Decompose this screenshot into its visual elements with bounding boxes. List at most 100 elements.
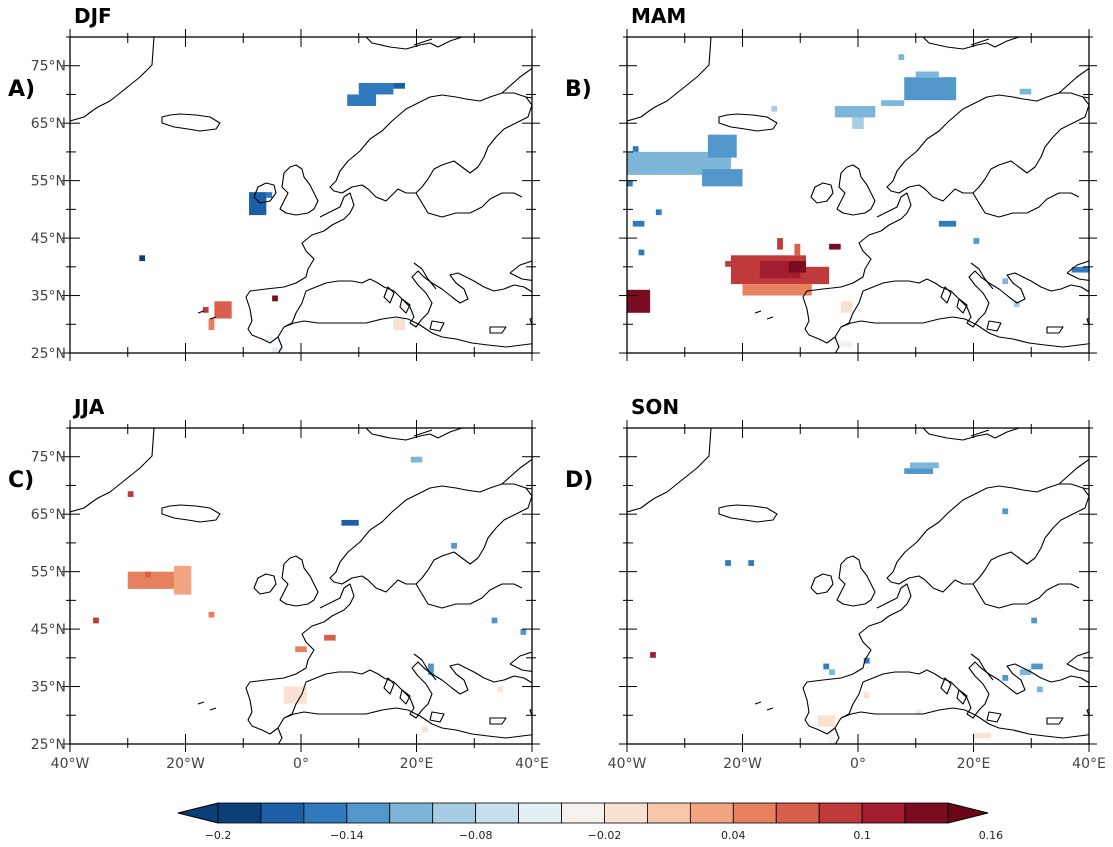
- colorbar: −0.2 −0.14 −0.08 −0.02 0.04 0.1 0.16: [177, 802, 1004, 842]
- anomaly-cell: [863, 692, 870, 699]
- anomaly-cell: [863, 657, 870, 664]
- anomaly-cell: [909, 462, 939, 469]
- lat-tick-label: 45°N: [31, 622, 66, 638]
- colorbar-swatch: [217, 802, 262, 824]
- panel-letter: B): [565, 77, 592, 102]
- lon-tick-label: 20°E: [957, 756, 991, 772]
- anomaly-cell: [520, 629, 527, 635]
- panel-title: SON: [631, 395, 679, 419]
- lon-tick-label: 40°W: [51, 756, 90, 772]
- anomaly-cell: [249, 192, 267, 216]
- anomaly-cell: [904, 468, 934, 474]
- anomaly-cell: [208, 318, 215, 331]
- anomaly-cell: [1031, 617, 1038, 624]
- anomaly-cell: [938, 220, 957, 227]
- colorbar-label: −0.2: [205, 829, 232, 842]
- anomaly-cell: [771, 105, 778, 112]
- map-area-son: [627, 428, 1089, 744]
- map-area-mam: [627, 37, 1089, 353]
- panel-letter: D): [565, 468, 593, 493]
- colorbar-swatch: [818, 802, 863, 824]
- anomaly-cell: [127, 571, 174, 589]
- panel-jja: 75°N 65°N 55°N 45°N 35°N 25°N 40°W 20°W 0° 20°E 40…: [31, 395, 549, 772]
- anomaly-cell: [748, 560, 755, 566]
- lat-tick-label: 55°N: [31, 565, 66, 581]
- anomaly-cell: [823, 663, 830, 670]
- lat-tick-label: 25°N: [31, 346, 66, 362]
- colorbar-swatch: [475, 802, 519, 824]
- colorbar-swatch: [647, 802, 691, 824]
- lon-tick-label: 40°W: [608, 756, 647, 772]
- anomaly-cell: [638, 249, 645, 256]
- anomaly-cell: [834, 105, 876, 118]
- anomaly-cell: [324, 634, 336, 641]
- anomaly-cell: [829, 732, 835, 744]
- anomaly-cell: [973, 732, 991, 739]
- lat-tick-label: 25°N: [31, 737, 66, 753]
- anomaly-cell: [93, 617, 99, 624]
- anomaly-cell: [904, 77, 957, 101]
- lat-tick-label: 45°N: [31, 231, 66, 247]
- anomaly-cell: [898, 54, 905, 60]
- anomaly-cell: [266, 192, 273, 198]
- anomaly-cell: [272, 347, 284, 353]
- anomaly-cell: [1031, 663, 1043, 670]
- colorbar-swatch: [861, 802, 906, 824]
- anomaly-cell: [491, 617, 498, 624]
- anomaly-cell: [1013, 301, 1020, 308]
- anomaly-cell: [1019, 669, 1032, 676]
- anomaly-cell: [1071, 266, 1089, 273]
- anomaly-cell: [632, 146, 639, 152]
- panel-letter: C): [8, 468, 34, 493]
- anomaly-cell: [840, 301, 853, 313]
- colorbar-swatch: [432, 802, 477, 824]
- anomaly-cell: [347, 94, 377, 106]
- anomaly-cell: [451, 542, 457, 549]
- panel-title: JJA: [72, 395, 105, 419]
- lon-tick-label: 20°W: [723, 756, 762, 772]
- colorbar-label: 0.16: [979, 829, 1004, 842]
- colorbar-swatch: [561, 802, 605, 824]
- lon-tick-label: 20°W: [166, 756, 205, 772]
- map-area-jja: [70, 428, 532, 744]
- lat-tick-label: 55°N: [31, 174, 66, 190]
- colorbar-extend-right: [947, 802, 989, 824]
- anomaly-cell: [725, 261, 731, 267]
- colorbar-label: 0.1: [853, 829, 871, 842]
- panel-letter: A): [8, 77, 35, 102]
- anomaly-cell: [214, 301, 232, 319]
- panel-title: MAM: [631, 4, 686, 28]
- colorbar-swatch: [732, 802, 777, 824]
- anomaly-cell: [742, 284, 812, 296]
- anomaly-cell: [627, 180, 633, 187]
- colorbar-label: −0.02: [588, 829, 622, 842]
- anomaly-cell: [393, 82, 405, 89]
- anomaly-cell: [266, 335, 273, 342]
- anomaly-cell: [202, 307, 209, 313]
- anomaly-cell: [627, 289, 651, 313]
- anomaly-cell: [915, 709, 922, 716]
- colorbar-swatch: [689, 802, 734, 824]
- anomaly-cell: [840, 341, 853, 348]
- anomaly-cell: [777, 238, 783, 250]
- anomaly-cell: [410, 456, 423, 463]
- anomaly-cell: [173, 565, 192, 595]
- lat-tick-label: 65°N: [31, 116, 66, 132]
- anomaly-cell: [973, 238, 980, 244]
- lat-tick-label: 35°N: [31, 680, 66, 696]
- anomaly-cell: [341, 519, 359, 526]
- lon-tick-label: 0°: [293, 756, 309, 772]
- anomaly-cell: [702, 169, 743, 187]
- lat-tick-label: 35°N: [31, 289, 66, 305]
- anomaly-cell: [881, 100, 905, 106]
- anomaly-cell: [145, 571, 151, 578]
- lat-tick-label: 75°N: [31, 450, 66, 466]
- colorbar-label: 0.04: [721, 829, 746, 842]
- lat-tick-label: 65°N: [31, 507, 66, 523]
- colorbar-swatch: [904, 802, 949, 824]
- anomaly-cell: [655, 209, 662, 216]
- anomaly-cell: [1002, 675, 1009, 681]
- anomaly-cell: [650, 652, 656, 658]
- anomaly-cell: [272, 295, 278, 302]
